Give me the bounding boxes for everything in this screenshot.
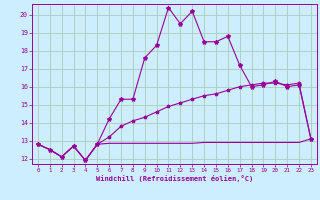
X-axis label: Windchill (Refroidissement éolien,°C): Windchill (Refroidissement éolien,°C) [96, 175, 253, 182]
